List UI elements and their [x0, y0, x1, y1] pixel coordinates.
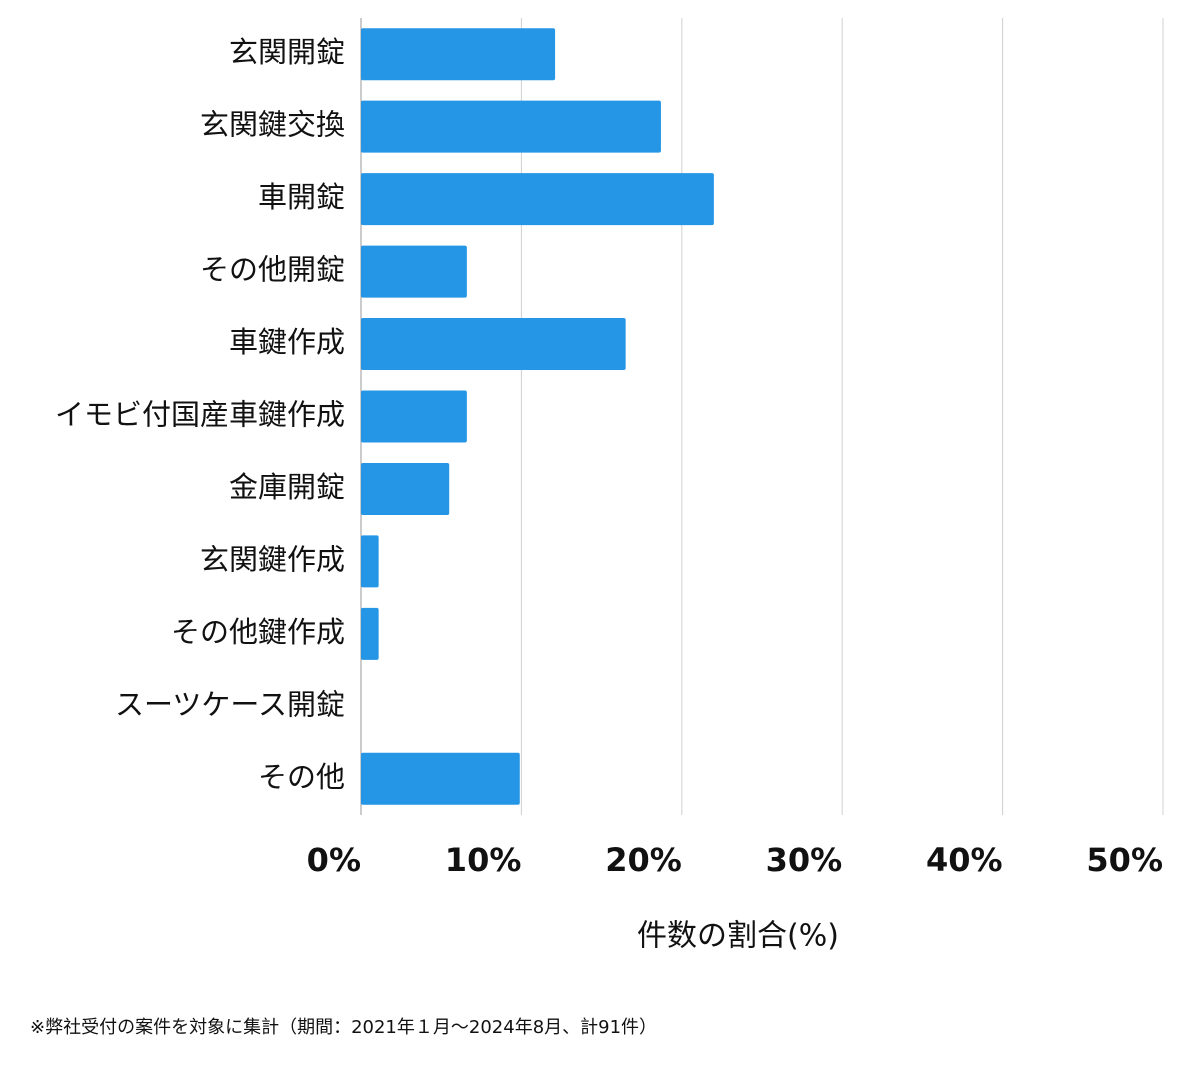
- bar: [361, 752, 520, 805]
- y-tick-label: 車開錠: [258, 180, 345, 214]
- x-axis-title: 件数の割合(%): [637, 919, 839, 954]
- y-tick-label: 玄関開錠: [229, 35, 345, 69]
- x-tick-label: 50%: [1086, 841, 1163, 879]
- y-tick-label: 車鍵作成: [229, 325, 345, 359]
- y-tick-label: スーツケース開錠: [115, 687, 345, 721]
- bar: [361, 462, 450, 515]
- y-tick-label: その他鍵作成: [171, 615, 345, 649]
- bar: [361, 318, 626, 371]
- x-tick-label: 20%: [605, 841, 682, 879]
- y-tick-label: 玄関鍵交換: [200, 108, 345, 142]
- bar: [361, 28, 556, 81]
- bar: [361, 535, 379, 588]
- y-tick-label: その他開錠: [200, 253, 345, 287]
- x-tick-label: 30%: [766, 841, 843, 879]
- y-tick-label: その他: [258, 760, 345, 794]
- bar: [361, 245, 467, 298]
- y-tick-label: イモビ付国産車鍵作成: [55, 398, 345, 432]
- x-tick-label: 0%: [307, 841, 361, 879]
- x-tick-label: 40%: [926, 841, 1003, 879]
- y-tick-label: 玄関鍵作成: [200, 542, 345, 576]
- x-tick-label: 10%: [445, 841, 522, 879]
- bar: [361, 100, 661, 153]
- bar: [361, 607, 379, 660]
- bar: [361, 173, 714, 226]
- y-tick-label: 金庫開錠: [229, 470, 345, 504]
- footnote: ※弊社受付の案件を対象に集計（期間：2021年１月～2024年8月、計91件）: [30, 1017, 657, 1038]
- bar: [361, 390, 467, 443]
